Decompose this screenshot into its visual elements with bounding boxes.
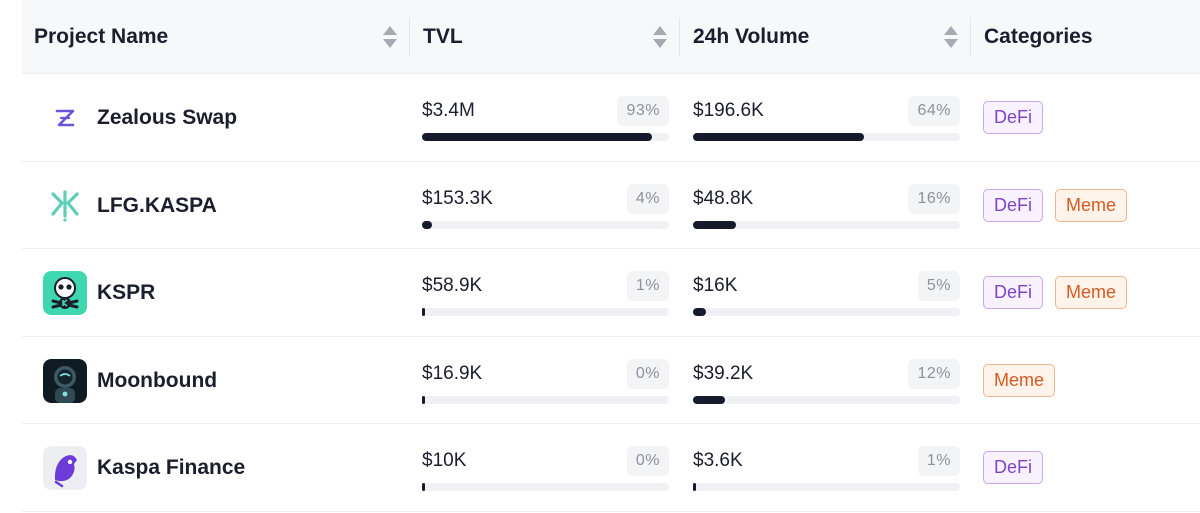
volume-value: $3.6K [693, 450, 743, 471]
volume-value: $196.6K [693, 100, 764, 121]
volume-progress-fill [693, 395, 726, 404]
tvl-progress-fill [422, 133, 652, 141]
kspr-logo-icon [43, 271, 87, 315]
tvl-percent-badge: 0% [626, 446, 669, 476]
volume-progress-fill [693, 133, 864, 141]
volume-progress-track [693, 395, 960, 404]
volume-progress-track [693, 220, 960, 229]
category-tag-defi[interactable]: DeFi [983, 276, 1044, 309]
table-row[interactable]: Zealous Swap $3.4M 93% $196.6K 64% DeFi [22, 74, 1200, 162]
sort-24h-volume-icon[interactable] [944, 26, 958, 50]
kaspa-finance-logo-icon [43, 446, 87, 490]
tvl-progress-track [422, 483, 669, 491]
column-label: TVL [423, 25, 463, 48]
category-tags: Meme [983, 363, 1056, 397]
tvl-progress-track [422, 308, 669, 316]
column-label: 24h Volume [693, 25, 810, 48]
category-tags: DeFi [983, 451, 1044, 484]
volume-progress-track [693, 483, 960, 491]
category-tag-defi[interactable]: DeFi [983, 451, 1044, 484]
column-header-categories: Categories [972, 0, 1093, 74]
volume-value: $39.2K [693, 362, 754, 384]
tvl-progress-fill [422, 308, 425, 316]
tvl-percent-badge: 1% [626, 271, 669, 301]
project-name[interactable]: Moonbound [97, 368, 218, 392]
tvl-value: $16.9K [422, 362, 483, 384]
column-divider [409, 18, 410, 56]
volume-value: $48.8K [693, 187, 754, 209]
zealous-swap-logo-icon [43, 96, 87, 140]
column-header-tvl[interactable]: TVL [411, 0, 463, 74]
volume-percent-badge: 64% [908, 96, 960, 126]
column-divider [970, 18, 971, 56]
volume-value: $16K [693, 275, 738, 296]
category-tag-meme[interactable]: Meme [1055, 188, 1128, 222]
category-tags: DeFi Meme [983, 188, 1128, 222]
column-header-24h-volume[interactable]: 24h Volume [681, 0, 809, 74]
volume-percent-badge: 12% [908, 358, 960, 389]
volume-progress-fill [693, 308, 707, 316]
volume-percent-badge: 5% [917, 271, 960, 301]
lfg-kaspa-logo-icon [43, 184, 87, 228]
volume-progress-fill [693, 483, 696, 491]
sort-tvl-icon[interactable] [653, 26, 667, 50]
table-row[interactable]: Moonbound $16.9K 0% $39.2K 12% Meme [22, 337, 1200, 424]
category-tag-meme[interactable]: Meme [1055, 276, 1128, 309]
category-tag-defi[interactable]: DeFi [983, 101, 1044, 134]
tvl-progress-track [422, 220, 669, 229]
tvl-value: $153.3K [422, 187, 493, 209]
tvl-progress-fill [422, 483, 425, 491]
volume-progress-track [693, 308, 960, 316]
sort-project-name-icon[interactable] [383, 26, 397, 50]
volume-percent-badge: 1% [917, 446, 960, 476]
table-row[interactable]: KSPR $58.9K 1% $16K 5% DeFi Meme [22, 249, 1200, 337]
tvl-percent-badge: 0% [626, 358, 669, 389]
project-name[interactable]: LFG.KASPA [97, 193, 217, 217]
tvl-progress-fill [422, 395, 425, 404]
tvl-value: $10K [422, 450, 467, 471]
projects-table: Project Name TVL 24h Volume Categories Z… [22, 0, 1200, 512]
column-label: Project Name [34, 25, 169, 48]
table-row[interactable]: Kaspa Finance $10K 0% $3.6K 1% DeFi [22, 424, 1200, 512]
tvl-progress-track [422, 395, 669, 404]
table-row[interactable]: LFG.KASPA $153.3K 4% $48.8K 16% DeFi Meme [22, 162, 1200, 249]
tvl-value: $3.4M [422, 100, 475, 121]
category-tags: DeFi [983, 101, 1044, 134]
project-name[interactable]: Kaspa Finance [97, 456, 246, 479]
table-header: Project Name TVL 24h Volume Categories [22, 0, 1200, 74]
category-tag-meme[interactable]: Meme [983, 363, 1056, 397]
project-name[interactable]: KSPR [97, 281, 156, 304]
tvl-value: $58.9K [422, 275, 483, 296]
table-body: Zealous Swap $3.4M 93% $196.6K 64% DeFi … [22, 74, 1200, 512]
column-header-project-name[interactable]: Project Name [22, 0, 168, 74]
column-divider [679, 18, 680, 56]
project-name[interactable]: Zealous Swap [97, 106, 238, 129]
category-tag-defi[interactable]: DeFi [983, 188, 1044, 222]
tvl-progress-track [422, 133, 669, 141]
tvl-percent-badge: 93% [617, 96, 669, 126]
category-tags: DeFi Meme [983, 276, 1128, 309]
tvl-percent-badge: 4% [626, 183, 669, 214]
volume-progress-track [693, 133, 960, 141]
tvl-progress-fill [422, 220, 432, 229]
volume-progress-fill [693, 220, 736, 229]
moonbound-logo-icon [43, 358, 87, 403]
column-label: Categories [984, 25, 1093, 48]
volume-percent-badge: 16% [908, 183, 960, 214]
